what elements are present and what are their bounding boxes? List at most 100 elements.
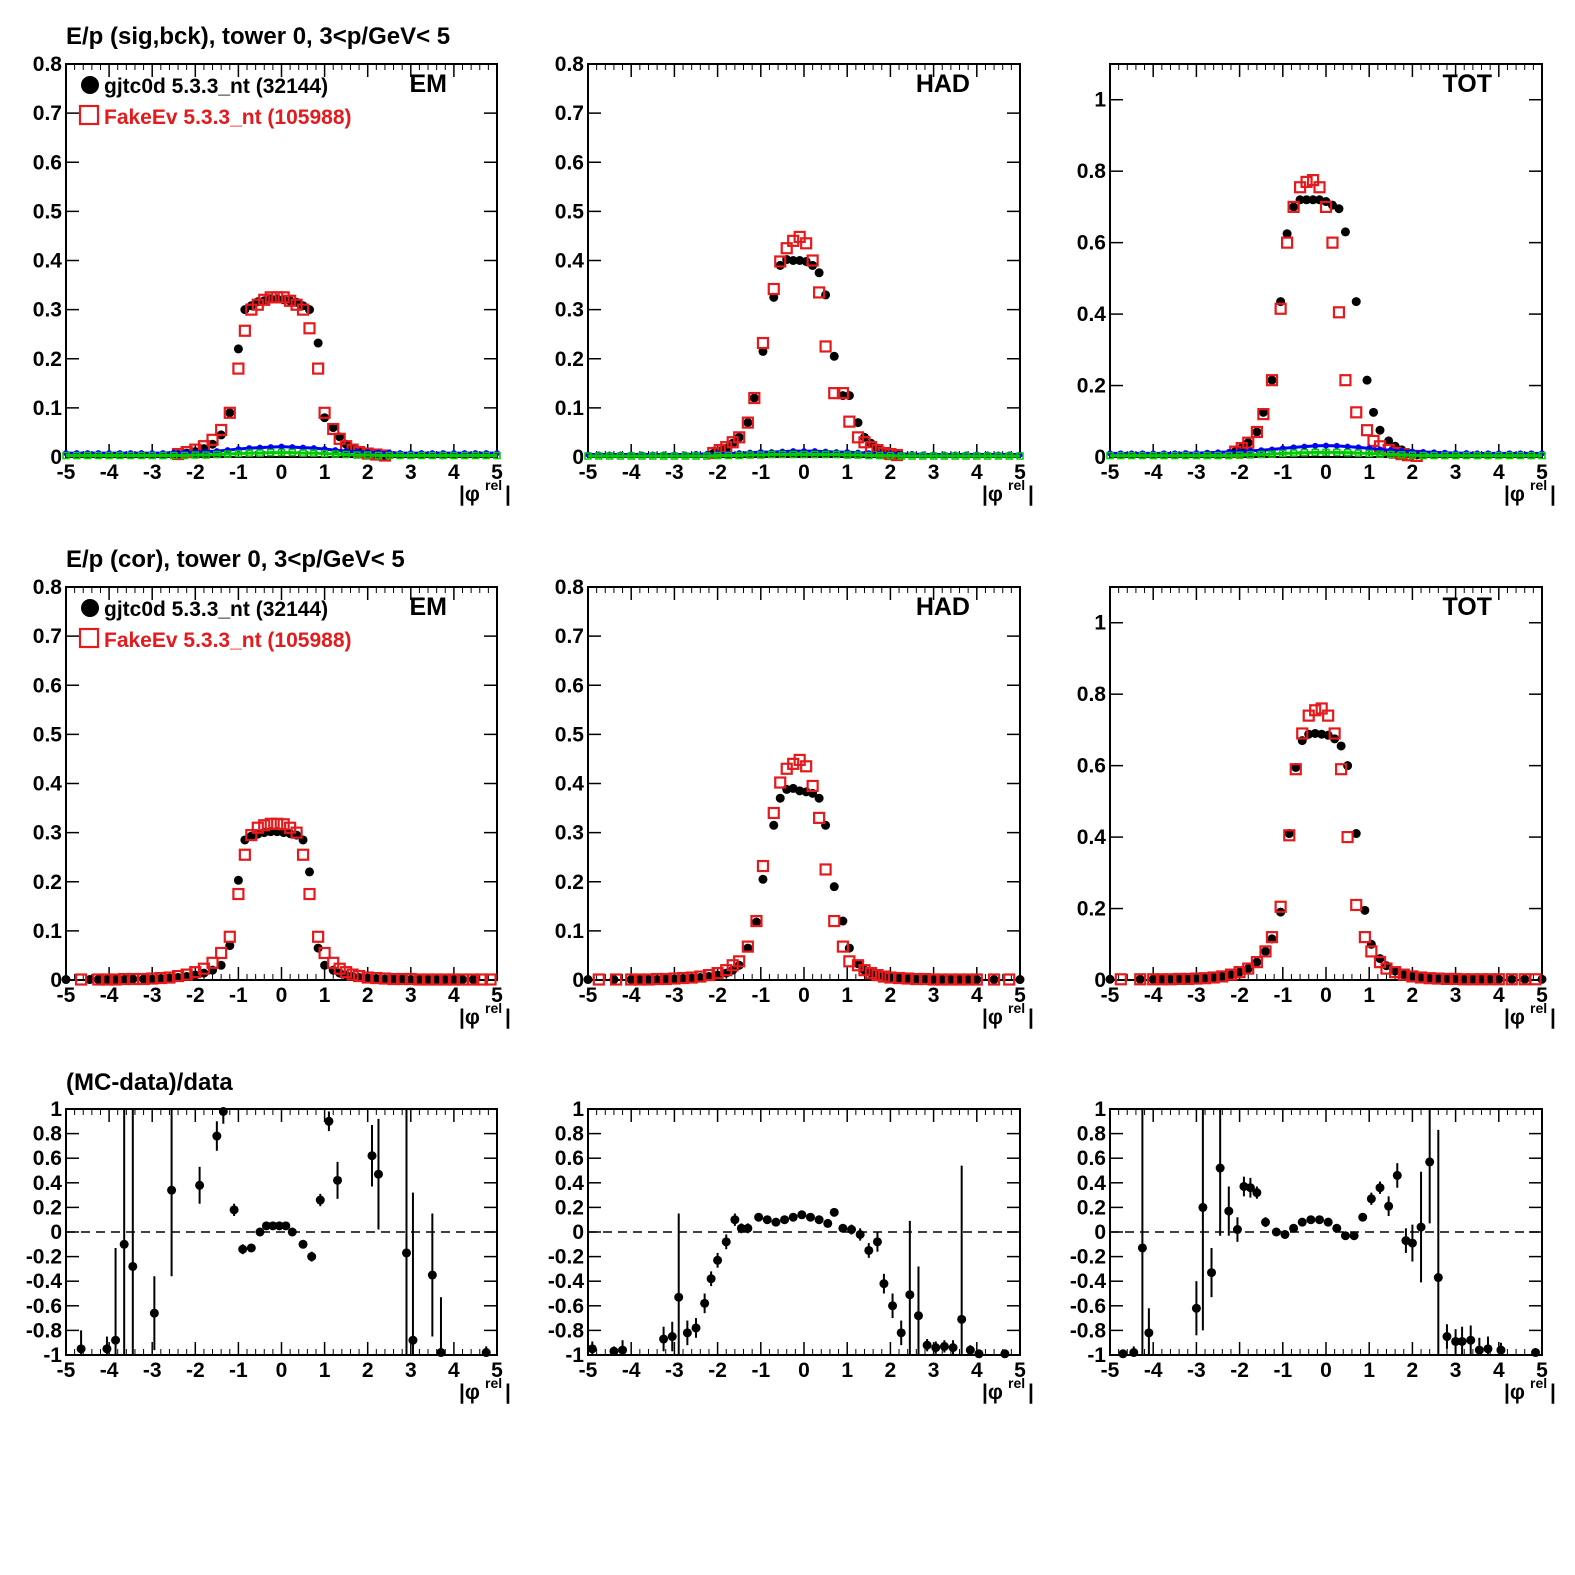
x-tick-label: 4 [1493, 461, 1505, 484]
data-marker [911, 974, 921, 984]
data-marker [305, 305, 315, 315]
mc-marker [1332, 306, 1346, 319]
data-marker [829, 882, 839, 892]
background-mc-point [1300, 448, 1309, 457]
panel-label: HAD [916, 70, 970, 98]
chart-panel-r0c2: -5 -4 -3 -2 -1 0 1 2 3 4 5 0 0.2 0.4 0.6 0.8 1 |φ rel | TOT [1077, 63, 1556, 506]
ratio-marker [315, 1195, 325, 1205]
data-marker [1343, 761, 1353, 771]
data-marker [406, 975, 416, 985]
y-tick-label: 0.6 [1077, 1147, 1106, 1170]
mc-marker [1365, 945, 1378, 958]
mc-marker [1360, 424, 1374, 437]
mc-marker [711, 967, 724, 980]
x-tick-label: 1 [1363, 461, 1375, 484]
y-tick-label: 0.7 [33, 102, 62, 125]
x-tick-label: 5 [491, 1359, 503, 1382]
x-tick-label: 3 [928, 984, 940, 1007]
ratio-marker [218, 1106, 228, 1116]
background-mc-point [363, 451, 372, 459]
background-data-point [1323, 442, 1329, 449]
x-tick-label: -1 [751, 461, 770, 484]
ratio-marker [1384, 1201, 1394, 1211]
background-mc-point [994, 452, 1003, 460]
y-tick-label: 0.3 [33, 822, 62, 845]
ratio-marker [1366, 1194, 1376, 1204]
ratio-marker [1315, 1215, 1325, 1225]
mc-marker [146, 972, 159, 985]
x-tick-label: -5 [579, 984, 598, 1007]
data-marker [743, 943, 753, 953]
y-tick-label: 0.8 [33, 576, 63, 599]
mc-marker [756, 336, 770, 350]
background-mc-point [638, 452, 646, 460]
y-tick-label: 0.7 [33, 625, 62, 648]
data-marker [128, 974, 138, 984]
y-tick-label: 0.2 [1077, 375, 1106, 398]
y-tick-label: 0.8 [1077, 160, 1107, 183]
data-marker [119, 975, 129, 985]
mc-marker [232, 887, 245, 901]
ratio-marker [1144, 1328, 1154, 1338]
background-mc-point [897, 452, 905, 460]
ratio-marker [896, 1328, 906, 1338]
mc-marker [1164, 973, 1177, 986]
data-marker [669, 974, 679, 984]
y-tick-label: 0.3 [555, 299, 584, 322]
mc-marker [944, 973, 957, 986]
y-tick-label: 0.6 [555, 1147, 584, 1170]
ratio-marker [805, 1212, 815, 1222]
mc-marker [1380, 962, 1393, 975]
background-mc-point [595, 452, 603, 460]
background-data-point [300, 444, 307, 451]
x-tick-label: 1 [841, 1359, 853, 1382]
data-marker [1252, 957, 1262, 967]
data-marker [635, 975, 645, 985]
x-tick-label: -2 [708, 984, 727, 1007]
background-mc-point [1171, 451, 1179, 460]
y-tick-label: 0.2 [33, 1196, 62, 1219]
mc-marker [1432, 972, 1445, 985]
ratio-marker [149, 1308, 159, 1318]
background-mc-point [1289, 449, 1298, 457]
y-tick-label: 0.3 [555, 822, 584, 845]
y-tick-label: 0.4 [1077, 1172, 1107, 1195]
background-data-point [1258, 447, 1265, 454]
y-tick-label: 0.2 [33, 348, 62, 371]
x-tick-label: -1 [751, 1359, 770, 1382]
y-tick-label: 0.5 [33, 200, 63, 223]
x-tick-label: -1 [229, 1359, 248, 1382]
x-tick-label: -4 [100, 1359, 119, 1382]
background-mc-point [908, 452, 916, 460]
mc-marker [271, 291, 284, 304]
background-mc-point [778, 450, 787, 459]
background-mc-point [1419, 451, 1427, 460]
mc-marker [800, 760, 813, 773]
x-axis-title: |φ [982, 483, 1003, 506]
data-marker [695, 973, 705, 983]
mc-marker [378, 972, 392, 985]
data-marker [937, 975, 947, 985]
ratio-marker [324, 1116, 334, 1126]
data-marker [93, 975, 103, 985]
mc-marker [651, 972, 664, 986]
mc-marker [1414, 971, 1428, 984]
background-mc-point [1473, 451, 1481, 460]
mc-marker [318, 406, 331, 419]
ratio-marker [609, 1346, 619, 1356]
data-marker [1183, 974, 1193, 984]
background-mc-point [385, 451, 393, 460]
x-tick-label: -2 [708, 1359, 727, 1382]
panels-group: -5 -4 -3 -2 -1 0 1 2 3 4 5 0 0.1 0.2 0.3 0.4 0.5 0.6 0.7 0.… [26, 53, 1556, 1404]
data-marker [61, 975, 71, 985]
mc-marker [1233, 966, 1246, 979]
data-marker [1362, 375, 1372, 385]
x-axis-title: |φ [1504, 483, 1525, 506]
data-marker [1174, 974, 1184, 984]
y-tick-label: 0.4 [33, 773, 63, 796]
x-tick-label: 5 [1014, 1359, 1026, 1382]
y-tick-label: 0.6 [33, 1147, 62, 1170]
mc-marker [1423, 972, 1436, 985]
x-tick-label: 0 [798, 1359, 810, 1382]
y-tick-label: 0.1 [33, 397, 63, 420]
